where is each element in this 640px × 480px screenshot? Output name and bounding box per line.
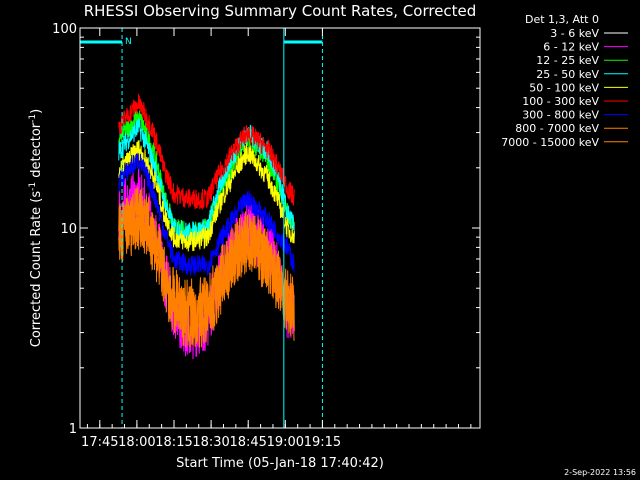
y-axis: 1 10 100 [52,22,480,437]
x-tick-label: 18:30 [192,435,229,450]
legend-label: 800 - 7000 keV [515,122,599,135]
x-tick-label: 19:00 [267,435,304,450]
legend-label: 7000 - 15000 keV [501,136,599,149]
legend-label: 12 - 25 keV [536,54,599,67]
series-line [118,93,295,210]
x-tick-label: 18:15 [155,435,192,450]
series-group [118,93,295,360]
series-line [118,140,295,252]
y-axis-label: Corrected Count Rate (s-1 detector-1) [28,109,44,347]
series-line [118,118,295,242]
x-axis: 17:45 18:00 18:15 18:30 18:45 19:00 19:15 [81,28,472,450]
series-line [118,153,295,276]
footer-date: 2-Sep-2022 13:56 [564,468,636,477]
x-axis-label: Start Time (05-Jan-18 17:40:42) [176,456,384,471]
legend-header: Det 1,3, Att 0 [525,13,599,26]
legend-label: 6 - 12 keV [543,41,599,54]
x-tick-label: 17:45 [81,435,118,450]
y-tick-label: 100 [52,22,77,37]
night-label: N [125,37,132,47]
legend-label: 100 - 300 keV [522,95,599,108]
x-tick-label: 19:15 [304,435,341,450]
legend-label: 25 - 50 keV [536,68,599,81]
y-tick-label: 10 [60,222,77,237]
legend-label: 300 - 800 keV [522,109,599,122]
y-tick-label: 1 [69,422,77,437]
x-tick-label: 18:00 [118,435,155,450]
legend-label: 50 - 100 keV [529,81,599,94]
chart-title: RHESSI Observing Summary Count Rates, Co… [84,2,477,20]
x-tick-label: 18:45 [229,435,266,450]
series-line [118,200,295,348]
legend-label: 3 - 6 keV [550,27,599,40]
